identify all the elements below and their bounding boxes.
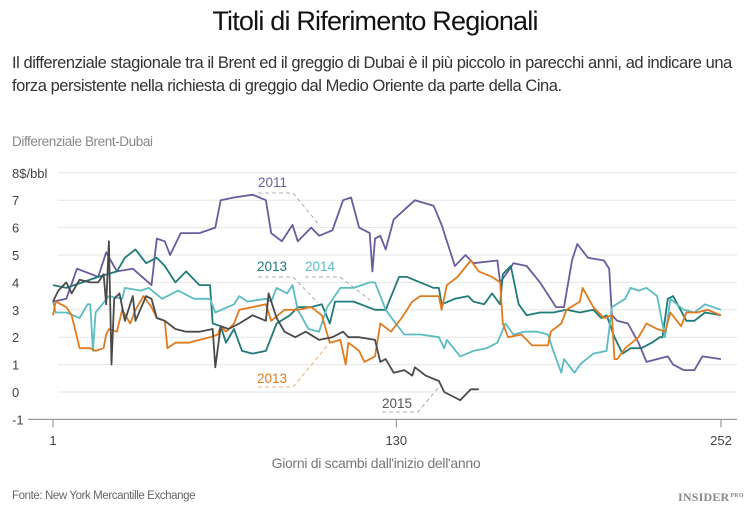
unit-label: Differenziale Brent-Dubai — [12, 134, 153, 149]
y-tick-label: 5 — [12, 248, 19, 263]
x-axis-label: Giorni di scambi dall'inizio dell'anno — [272, 455, 481, 471]
series-line-2013 — [52, 248, 722, 355]
annotation-2011: 2011 — [258, 175, 321, 227]
leader-line — [258, 344, 329, 388]
y-tick-label: 3 — [12, 303, 19, 318]
annotation-label: 2015 — [382, 396, 412, 411]
annotation-label: 2014 — [305, 259, 336, 274]
series-line-2015 — [52, 240, 479, 402]
y-tick-label: 7 — [12, 193, 19, 208]
annotation-label: 2013 — [257, 259, 287, 274]
y-tick-label: 6 — [12, 221, 19, 236]
series-line-2013 — [52, 259, 722, 366]
chart-title: Titoli di Riferimento Regionali — [212, 6, 538, 36]
y-tick-label: 8$/bbl — [12, 166, 48, 181]
y-tick-label: 4 — [12, 275, 19, 290]
x-tick-label: 130 — [385, 433, 407, 448]
insider-pro-logo: INSIDERPRO — [678, 490, 744, 505]
leader-line — [305, 276, 371, 301]
annotation-label: 2011 — [258, 175, 287, 190]
y-tick-label: -1 — [12, 412, 24, 427]
chart-subtitle: Il differenziale stagionale tra il Brent… — [12, 54, 732, 95]
leader-line — [382, 387, 439, 413]
logo-text: INSIDER — [678, 490, 730, 504]
leader-line — [258, 192, 321, 227]
y-tick-label: 1 — [12, 358, 19, 373]
y-tick-label: 2 — [12, 330, 19, 345]
annotation-2013-teal: 2013 — [257, 259, 319, 304]
series-line-2014 — [52, 281, 722, 374]
annotation-2015: 2015 — [382, 387, 439, 413]
annotation-2013-orange: 2013 — [257, 344, 329, 388]
logo-sup: PRO — [730, 493, 744, 499]
y-tick-label: 0 — [12, 385, 19, 400]
leader-line — [258, 276, 319, 304]
x-tick-label: 252 — [710, 433, 732, 448]
series-line-2011 — [52, 193, 722, 372]
source-note: Fonte: New York Mercantille Exchange — [12, 490, 196, 502]
annotation-label: 2013 — [257, 371, 287, 386]
annotation-2014: 2014 — [305, 259, 371, 301]
x-tick-label: 1 — [49, 433, 56, 448]
